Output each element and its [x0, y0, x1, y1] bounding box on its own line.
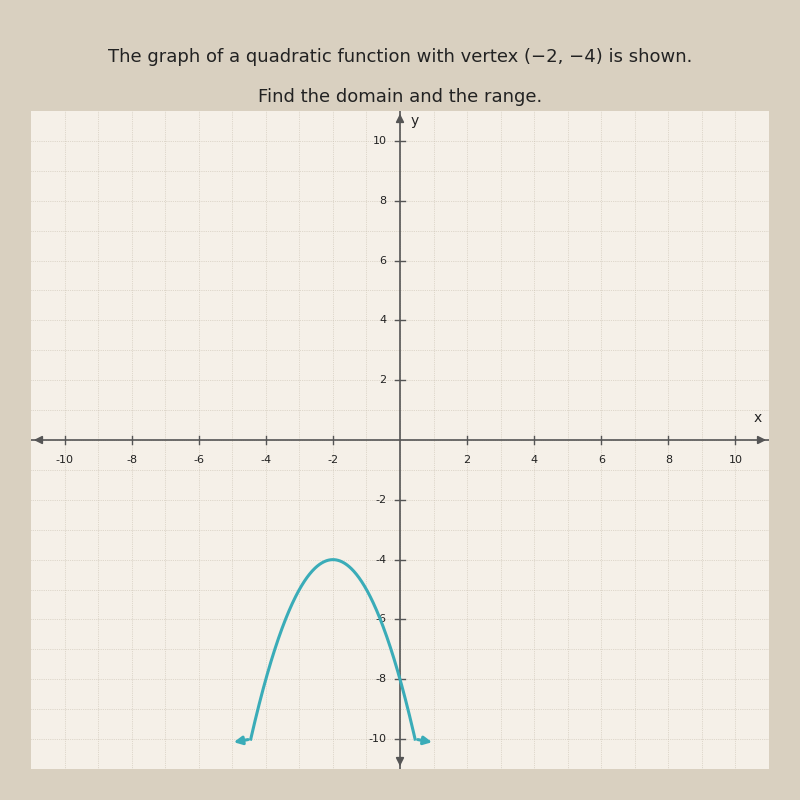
Text: 8: 8 [665, 455, 672, 465]
Text: y: y [410, 114, 418, 128]
Text: 2: 2 [379, 375, 386, 385]
Text: -4: -4 [260, 455, 271, 465]
Text: -10: -10 [55, 455, 74, 465]
Text: x: x [754, 411, 762, 425]
Text: -6: -6 [375, 614, 386, 625]
Text: Find the domain and the range.: Find the domain and the range. [258, 88, 542, 106]
Text: -8: -8 [126, 455, 137, 465]
Text: 6: 6 [379, 255, 386, 266]
Text: -4: -4 [375, 554, 386, 565]
Text: 10: 10 [729, 455, 742, 465]
Text: 10: 10 [373, 136, 386, 146]
Text: The graph of a quadratic function with vertex (−2, −4) is shown.: The graph of a quadratic function with v… [108, 48, 692, 66]
Text: 8: 8 [379, 196, 386, 206]
Text: 4: 4 [530, 455, 538, 465]
Text: 4: 4 [379, 315, 386, 326]
Text: -2: -2 [327, 455, 338, 465]
Text: -2: -2 [375, 495, 386, 505]
Text: -8: -8 [375, 674, 386, 684]
Text: -6: -6 [194, 455, 204, 465]
Text: -10: -10 [369, 734, 386, 744]
Text: 2: 2 [463, 455, 470, 465]
Text: 6: 6 [598, 455, 605, 465]
